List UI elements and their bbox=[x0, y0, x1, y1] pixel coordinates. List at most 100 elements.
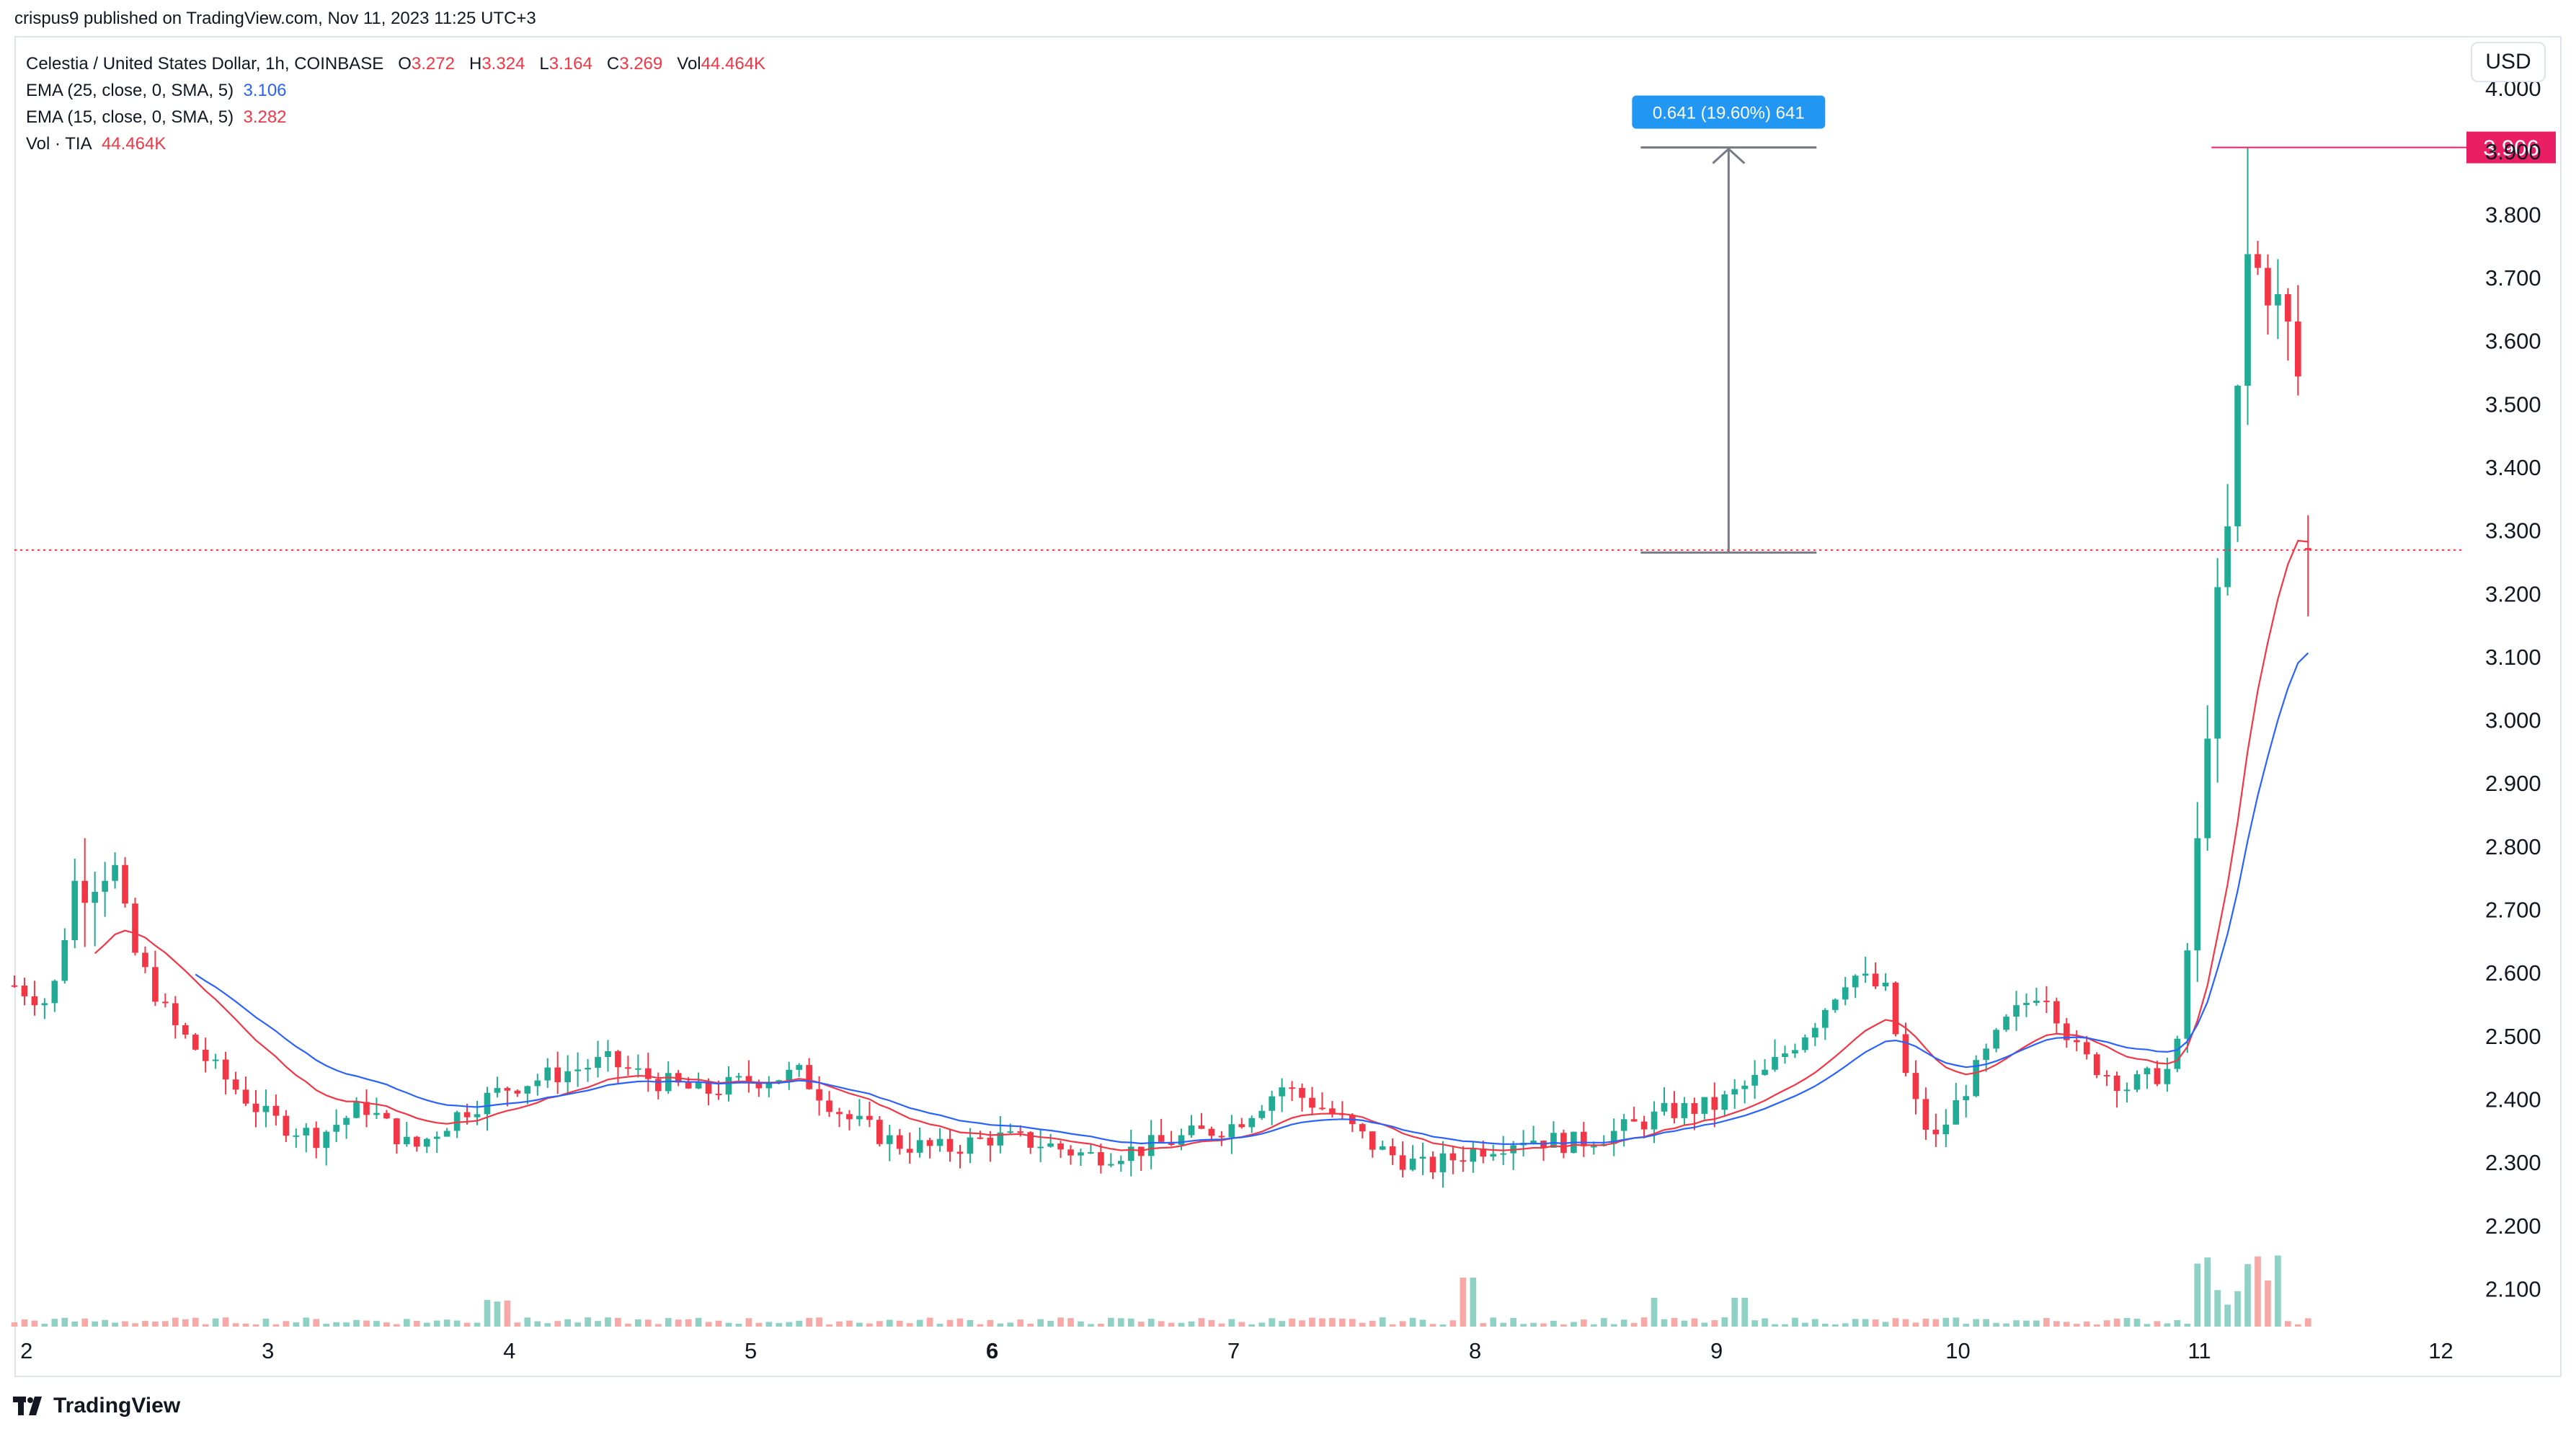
publisher-line: crispus9 published on TradingView.com, N… bbox=[14, 9, 536, 28]
candle-body bbox=[1812, 1027, 1818, 1038]
candle-body bbox=[1088, 1152, 1094, 1154]
candle-body bbox=[1057, 1143, 1064, 1150]
candle-body bbox=[654, 1079, 662, 1092]
legend-symbol-row[interactable]: Celestia / United States Dollar, 1h, COI… bbox=[26, 50, 765, 77]
currency-button[interactable]: USD bbox=[2471, 42, 2546, 82]
volume-bar bbox=[122, 1321, 128, 1327]
candle-body bbox=[755, 1082, 763, 1089]
volume-bar bbox=[2013, 1320, 2020, 1327]
volume-bar bbox=[2194, 1263, 2201, 1327]
volume-bar bbox=[916, 1319, 923, 1327]
volume-bar bbox=[856, 1322, 863, 1327]
volume-bar bbox=[644, 1319, 652, 1327]
y-tick-label: 2.300 bbox=[2485, 1150, 2541, 1175]
volume-bar bbox=[987, 1319, 994, 1327]
volume-bar bbox=[21, 1319, 28, 1327]
volume-bar bbox=[2275, 1255, 2281, 1327]
candle-body bbox=[1027, 1132, 1034, 1148]
legend-ema15-row[interactable]: EMA (15, close, 0, SMA, 5) 3.282 bbox=[26, 104, 765, 130]
volume-bar bbox=[81, 1318, 89, 1327]
volume-bar bbox=[51, 1319, 58, 1327]
candle-body bbox=[1711, 1097, 1718, 1110]
candle-body bbox=[353, 1102, 360, 1118]
y-tick-label: 3.200 bbox=[2485, 581, 2541, 606]
volume-bar bbox=[1661, 1319, 1668, 1327]
ohlc-open-key: O bbox=[398, 54, 412, 74]
candle-body bbox=[595, 1056, 601, 1069]
candle-body bbox=[1299, 1087, 1305, 1098]
volume-bar bbox=[1892, 1318, 1899, 1327]
volume-bar bbox=[1681, 1320, 1688, 1327]
x-tick-label: 9 bbox=[1710, 1338, 1723, 1363]
candle-body bbox=[1821, 1009, 1829, 1028]
volume-bar bbox=[926, 1317, 933, 1327]
candle-body bbox=[1882, 982, 1889, 987]
volume-bar bbox=[595, 1321, 601, 1327]
x-tick-label: 8 bbox=[1469, 1338, 1481, 1363]
volume-bar bbox=[2285, 1321, 2291, 1327]
volume-bar bbox=[776, 1323, 783, 1327]
volume-bar bbox=[433, 1320, 440, 1327]
volume-bar bbox=[1248, 1324, 1256, 1327]
candle-body bbox=[916, 1140, 923, 1153]
volume-bar bbox=[313, 1319, 320, 1327]
x-tick-label: 12 bbox=[2428, 1338, 2453, 1363]
candle-body bbox=[1912, 1073, 1919, 1100]
candle-body bbox=[544, 1067, 551, 1081]
volume-bar bbox=[453, 1320, 461, 1327]
candle-body bbox=[394, 1118, 400, 1144]
candle-body bbox=[202, 1049, 209, 1061]
candle-body bbox=[1983, 1048, 1989, 1061]
volume-bar bbox=[2043, 1318, 2050, 1327]
candle-body bbox=[946, 1138, 954, 1152]
candle-body bbox=[1942, 1124, 1950, 1135]
candle-body bbox=[1248, 1118, 1256, 1128]
candle-body bbox=[474, 1114, 481, 1118]
candle-body bbox=[564, 1071, 571, 1083]
candle-body bbox=[1681, 1102, 1688, 1118]
ohlc-high: 3.324 bbox=[481, 54, 525, 74]
overlay-layer: 3.906 0.641 (19.60%) 641 bbox=[14, 95, 2556, 554]
candle-body bbox=[1963, 1096, 1970, 1100]
volume-bar bbox=[2023, 1320, 2030, 1327]
candle-body bbox=[21, 985, 28, 996]
price-tag-box bbox=[2466, 131, 2556, 164]
candle-body bbox=[1530, 1141, 1537, 1143]
candle-body bbox=[585, 1068, 591, 1070]
candle-body bbox=[1289, 1087, 1295, 1089]
candle-body bbox=[967, 1137, 974, 1154]
candle-body bbox=[122, 864, 128, 904]
candle-body bbox=[2113, 1075, 2120, 1092]
volume-bar bbox=[192, 1317, 199, 1327]
volume-bar bbox=[1088, 1324, 1094, 1327]
volume-bar bbox=[1620, 1319, 1627, 1327]
volume-bar bbox=[936, 1324, 943, 1327]
candle-body bbox=[81, 880, 89, 903]
candle-body bbox=[2154, 1068, 2161, 1084]
volume-label: Vol · TIA bbox=[26, 134, 92, 154]
volume-bar bbox=[1510, 1317, 1516, 1327]
candle-body bbox=[2043, 1000, 2050, 1002]
volume-bar bbox=[373, 1321, 380, 1327]
legend-ema25-row[interactable]: EMA (25, close, 0, SMA, 5) 3.106 bbox=[26, 77, 765, 104]
ohlc-low: 3.164 bbox=[548, 54, 592, 74]
y-tick-label: 3.000 bbox=[2485, 708, 2541, 733]
volume-bar bbox=[1067, 1318, 1074, 1327]
y-tick-label: 3.900 bbox=[2485, 139, 2541, 164]
candle-body bbox=[262, 1105, 270, 1112]
volume-bar bbox=[544, 1323, 551, 1327]
volume-bar bbox=[1540, 1323, 1547, 1327]
chart-legend: Celestia / United States Dollar, 1h, COI… bbox=[26, 50, 765, 157]
legend-volume-row[interactable]: Vol · TIA 44.464K bbox=[26, 130, 765, 157]
candle-body bbox=[2083, 1042, 2090, 1055]
candle-body bbox=[1047, 1143, 1054, 1147]
candle-body bbox=[283, 1115, 290, 1136]
candle-body bbox=[1902, 1034, 1909, 1074]
candle-body bbox=[1741, 1085, 1748, 1089]
volume-bar bbox=[1027, 1323, 1034, 1327]
y-tick-label: 2.800 bbox=[2485, 834, 2541, 859]
volume-bar bbox=[202, 1324, 209, 1327]
footer-brand[interactable]: TradingView bbox=[13, 1393, 180, 1419]
volume-bar bbox=[796, 1320, 802, 1327]
